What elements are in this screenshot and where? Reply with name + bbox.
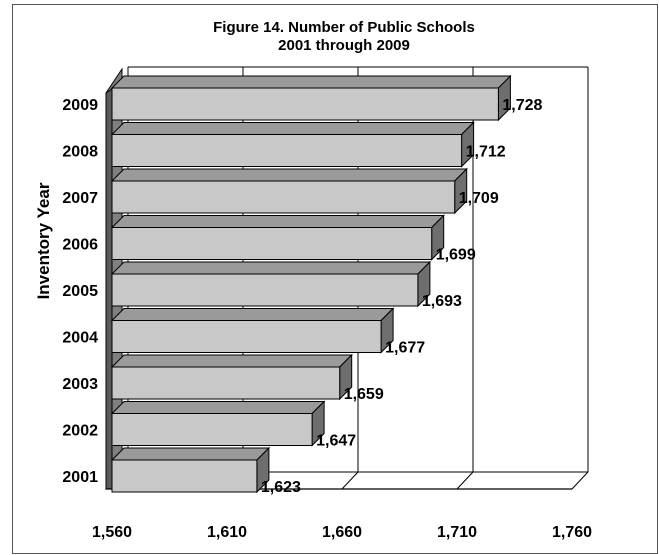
bar-2008 xyxy=(110,121,475,168)
bar-top-face xyxy=(110,75,512,89)
bar-front-face xyxy=(111,227,433,260)
y-tick-2005: 2005 xyxy=(62,283,98,300)
bar-front-face xyxy=(111,366,341,400)
chart-subtitle: 2001 through 2009 xyxy=(278,37,410,54)
bar-top-face xyxy=(110,401,326,414)
chart-frame: Figure 14. Number of Public Schools 2001… xyxy=(12,4,658,554)
y-tick-2008: 2008 xyxy=(62,144,98,161)
bar-top-face xyxy=(110,261,432,275)
bar-2004 xyxy=(110,307,395,354)
data-label-2002: 1,647 xyxy=(316,433,356,450)
bars xyxy=(110,74,512,494)
x-tick-labels: 1,560 1,610 1,660 1,710 1,760 xyxy=(92,524,592,541)
bar-top-face xyxy=(110,308,395,321)
bar-top-face xyxy=(110,354,353,368)
y-tick-2004: 2004 xyxy=(62,330,98,347)
data-label-2001: 1,623 xyxy=(261,479,301,496)
bar-2009 xyxy=(110,74,512,122)
x-tick-label: 1,660 xyxy=(322,524,362,541)
y-tick-2009: 2009 xyxy=(62,97,98,114)
bar-front-face xyxy=(111,413,313,446)
data-label-2003: 1,659 xyxy=(344,386,384,403)
bar-2006 xyxy=(110,214,445,261)
bar-front-face xyxy=(111,87,499,121)
y-tick-2007: 2007 xyxy=(62,190,98,207)
data-label-2004: 1,677 xyxy=(385,340,425,357)
y-tick-2003: 2003 xyxy=(62,376,98,393)
y-tick-2006: 2006 xyxy=(62,237,98,254)
x-tick-label: 1,610 xyxy=(207,524,247,541)
bar-2002 xyxy=(110,400,326,447)
bar-front-face xyxy=(111,180,456,214)
bar-top-face xyxy=(110,168,468,182)
bar-top-face xyxy=(110,122,475,135)
bar-front-face xyxy=(111,320,382,353)
bar-2001 xyxy=(110,446,271,494)
data-label-2007: 1,709 xyxy=(459,190,499,207)
y-tick-labels: 2009 2008 2007 2006 2005 2004 2003 2002 2001 xyxy=(62,97,98,486)
y-tick-2001: 2001 xyxy=(62,469,98,486)
floor-tick xyxy=(456,471,474,490)
y-axis-label: Inventory Year xyxy=(34,182,53,299)
data-labels: 1,728 1,712 1,709 1,699 1,693 1,677 1,659 1,647… xyxy=(261,97,543,496)
y-tick-2002: 2002 xyxy=(62,423,98,440)
bar-top-face xyxy=(110,447,271,461)
left-wall-face xyxy=(105,88,113,490)
bar-2007 xyxy=(110,167,468,215)
data-label-2009: 1,728 xyxy=(502,97,542,114)
bar-top-face xyxy=(110,215,445,228)
bar-2005 xyxy=(110,260,432,308)
data-label-2006: 1,699 xyxy=(436,247,476,264)
bar-2003 xyxy=(110,353,353,401)
bar-front-face xyxy=(111,459,258,493)
chart-title: Figure 14. Number of Public Schools xyxy=(213,19,475,36)
floor-tick xyxy=(571,471,589,490)
bar-front-face xyxy=(111,134,463,167)
bar-front-face xyxy=(111,273,419,307)
floor-tick xyxy=(341,471,359,490)
x-tick-label: 1,760 xyxy=(552,524,592,541)
data-label-2008: 1,712 xyxy=(466,144,506,161)
bar-chart: Figure 14. Number of Public Schools 2001… xyxy=(34,19,592,541)
data-label-2005: 1,693 xyxy=(422,293,462,310)
x-tick-label: 1,560 xyxy=(92,524,132,541)
x-tick-label: 1,710 xyxy=(437,524,477,541)
